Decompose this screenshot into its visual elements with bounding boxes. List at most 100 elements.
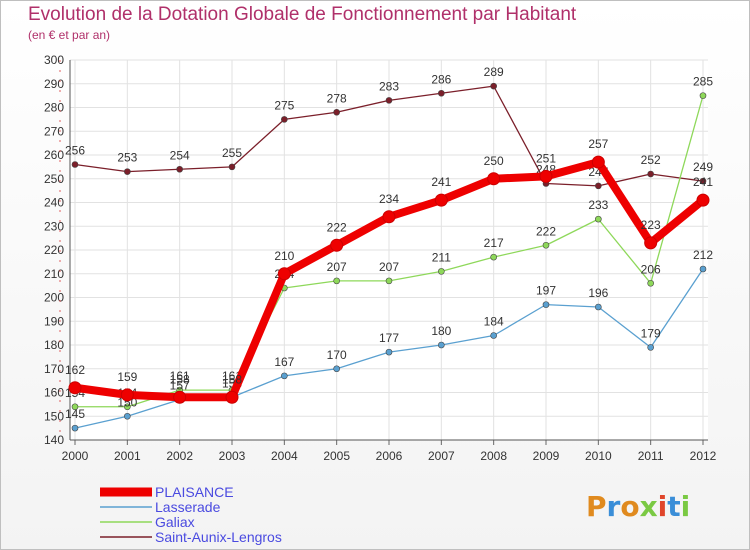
data-label: 180 [431,324,451,338]
x-tick-label: 2010 [585,449,612,463]
y-tick-label: 150 [44,409,64,423]
data-label: 207 [379,260,399,274]
data-label: 207 [327,260,347,274]
data-label: 275 [274,98,294,112]
data-label: 286 [431,72,451,86]
data-label: 278 [327,91,347,105]
y-tick-label: 250 [44,172,64,186]
data-label: 222 [327,220,347,234]
data-label: 289 [484,65,504,79]
data-label: 159 [117,370,137,384]
data-point [647,279,654,287]
x-tick-label: 2009 [533,449,560,463]
data-point [644,236,658,250]
data-label: 170 [327,348,347,362]
chart-subtitle: (en € et par an) [28,28,111,42]
data-point [699,265,707,273]
data-point [591,155,605,169]
data-label: 179 [641,326,661,340]
legend-label: Saint-Aunix-Lengros [155,529,282,545]
data-label: 234 [379,192,399,206]
x-tick-label: 2012 [690,449,717,463]
data-point [225,390,239,404]
y-tick-label: 210 [44,267,64,281]
chart-title: Evolution de la Dotation Globale de Fonc… [28,4,577,25]
data-label: 285 [693,75,713,89]
data-point [173,390,187,404]
data-point [120,388,134,402]
data-label: 252 [641,153,661,167]
y-tick-label: 260 [44,148,64,162]
data-label: 241 [693,175,713,189]
data-point [385,277,393,285]
data-point [330,238,344,252]
y-tick-label: 220 [44,243,64,257]
data-label: 145 [65,407,85,421]
data-point [124,412,131,420]
data-point [228,163,236,171]
data-label: 222 [536,224,556,238]
data-label: 162 [65,363,85,377]
data-point [333,277,340,285]
data-point [542,301,550,308]
y-tick-label: 160 [44,386,64,400]
x-tick-label: 2001 [114,449,141,463]
x-tick-label: 2006 [376,449,403,463]
data-label: 184 [484,315,504,329]
y-tick-label: 290 [44,77,64,91]
x-tick-label: 2011 [638,449,664,463]
y-tick-label: 270 [44,124,64,138]
x-tick-label: 2007 [428,449,455,463]
data-label: 253 [117,151,137,165]
data-label: 177 [379,331,399,345]
data-label: 283 [379,79,399,93]
y-tick-label: 140 [44,433,64,447]
data-point [281,116,288,123]
y-tick-label: 230 [44,219,64,233]
data-point [490,332,497,339]
legend-label: Galiax [155,514,195,530]
y-tick-label: 200 [44,291,64,305]
data-label: 206 [641,262,661,276]
data-point [281,372,288,380]
data-label: 212 [693,248,713,262]
data-point [434,193,448,207]
data-label: 233 [588,198,608,212]
data-point [385,97,393,104]
data-label: 197 [536,284,556,298]
data-point [333,108,340,116]
x-tick-label: 2008 [480,449,507,463]
data-label: 257 [588,137,608,151]
x-tick-label: 2004 [271,449,298,463]
y-tick-label: 280 [44,101,64,115]
data-point [382,210,396,224]
x-tick-label: 2002 [166,449,193,463]
y-tick-label: 170 [44,362,64,376]
data-point [595,303,602,311]
data-point [438,89,445,97]
data-point [490,82,497,90]
data-label: 241 [431,175,451,189]
data-point [539,169,553,183]
data-label: 250 [484,154,504,168]
data-point [647,344,654,351]
brand-logo: Proxiti [586,490,690,523]
data-point [542,241,550,249]
y-tick-label: 180 [44,338,64,352]
data-label: 249 [693,160,713,174]
data-point [71,424,79,432]
data-point [124,403,131,411]
data-point [385,348,393,356]
legend-label: Lasserade [155,499,221,515]
data-point [438,341,445,349]
legend-label: PLAISANCE [155,484,234,500]
y-tick-label: 190 [44,314,64,328]
data-label: 211 [432,250,451,264]
data-point [595,182,602,190]
data-point [647,170,654,178]
data-label: 161 [170,369,190,383]
data-label: 210 [274,249,294,263]
y-tick-label: 300 [44,53,64,67]
data-label: 158 [170,372,190,386]
